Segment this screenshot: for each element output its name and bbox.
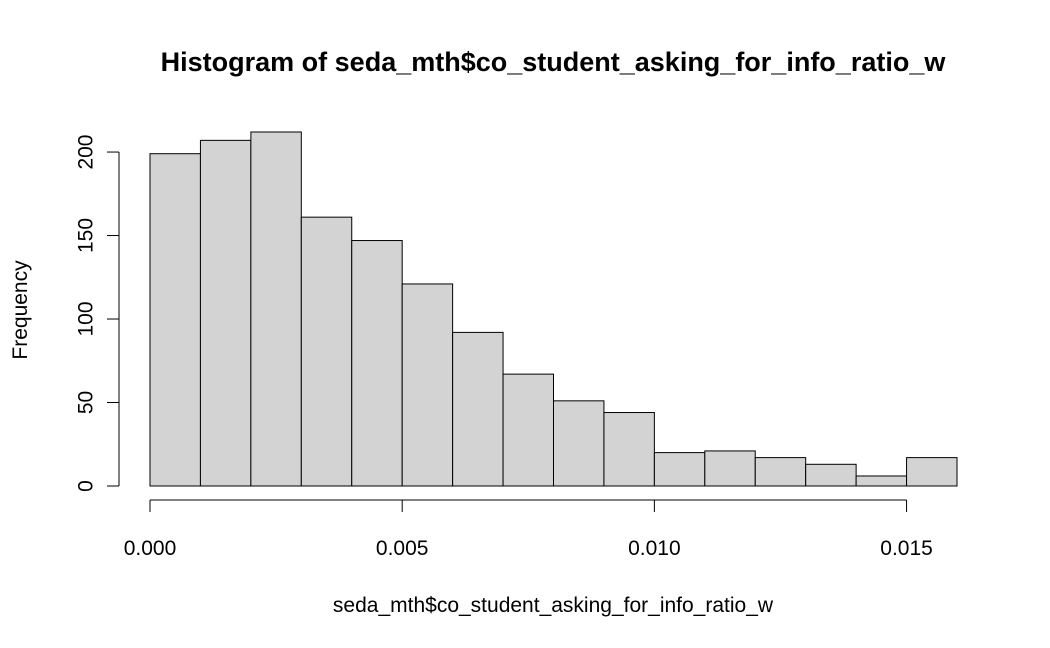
y-tick-label: 150	[74, 218, 97, 253]
y-tick-label: 200	[74, 135, 97, 170]
histogram-bar	[754, 457, 807, 487]
histogram-bar	[704, 450, 756, 487]
chart-title: Histogram of seda_mth$co_student_asking_…	[161, 47, 947, 77]
histogram-bar	[199, 139, 252, 487]
y-axis: 0 50 100 150 200	[74, 135, 120, 492]
x-axis-label: seda_mth$co_student_asking_for_info_rati…	[333, 594, 774, 617]
histogram-bar	[906, 457, 958, 487]
y-tick-label: 100	[74, 301, 97, 336]
x-tick-label: 0.015	[880, 537, 933, 560]
histogram-bar	[805, 463, 857, 487]
histogram-bar	[855, 475, 908, 487]
histogram-bar	[653, 452, 706, 487]
y-axis-label: Frequency	[9, 260, 32, 360]
x-tick-label: 0.005	[376, 537, 429, 560]
bars-group	[149, 131, 958, 487]
y-tick-label: 0	[74, 480, 97, 492]
y-tick-label: 50	[74, 391, 97, 414]
histogram-bar	[452, 331, 504, 487]
histogram-bar	[502, 373, 554, 487]
histogram-bar	[250, 131, 302, 487]
x-tick-label: 0.000	[124, 537, 177, 560]
histogram-bar	[401, 283, 454, 487]
histogram-bar	[149, 153, 201, 487]
histogram-bar	[300, 216, 353, 487]
x-axis: 0.000 0.005 0.010 0.015	[124, 499, 933, 560]
histogram-bar	[603, 412, 655, 487]
x-tick-label: 0.010	[628, 537, 681, 560]
histogram-bar	[553, 400, 605, 487]
histogram-bar	[351, 240, 403, 487]
